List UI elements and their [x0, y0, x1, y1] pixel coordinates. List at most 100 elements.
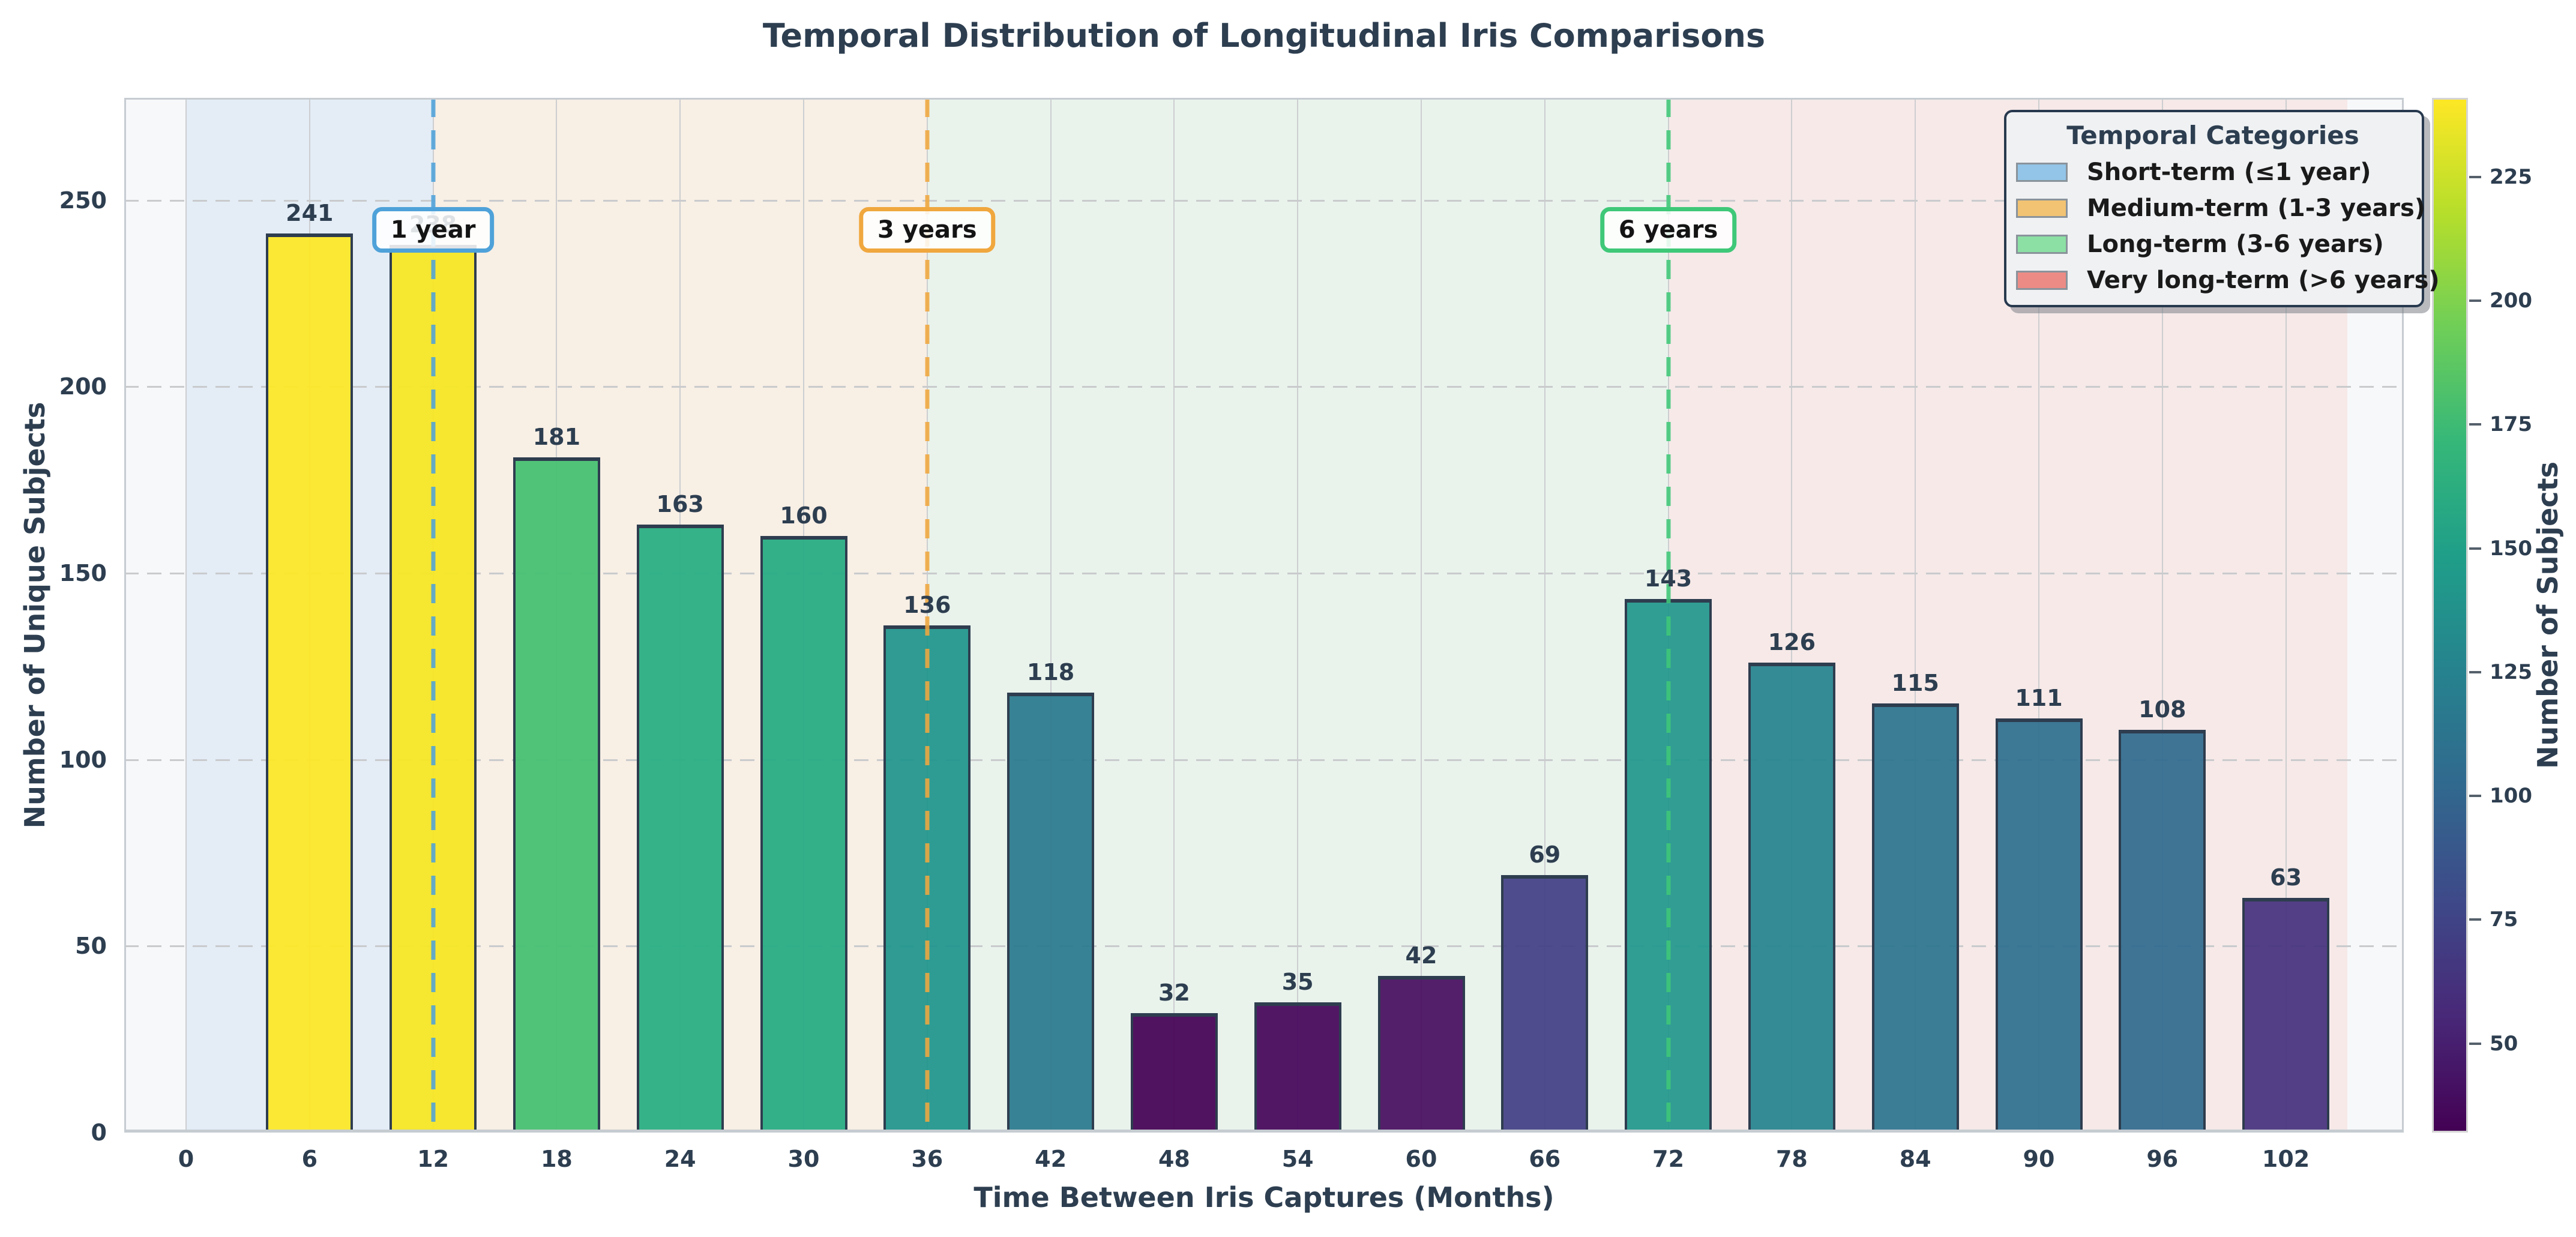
year-annotation: 1 year [372, 207, 495, 253]
bar-value-label: 143 [1644, 565, 1693, 592]
colorbar-tick-label: 200 [2490, 289, 2532, 313]
bar-value-label: 63 [2270, 864, 2302, 891]
legend-item: Very long-term (>6 years) [2016, 266, 2440, 294]
bar [1130, 1013, 1218, 1133]
y-tick-label: 250 [59, 187, 107, 214]
bar [2119, 729, 2206, 1133]
bar-fill [762, 539, 845, 1133]
bar-fill [2245, 901, 2328, 1133]
bar-fill [268, 237, 351, 1133]
legend-item: Short-term (≤1 year) [2016, 158, 2410, 186]
y-tick-label: 150 [59, 559, 107, 586]
vertical-gridline [1050, 98, 1052, 1133]
legend-swatch [2016, 163, 2068, 182]
x-tick-label: 60 [1405, 1146, 1437, 1172]
colorbar-tick-mark [2469, 670, 2481, 673]
colorbar-tick-label: 50 [2490, 1031, 2518, 1056]
bar [1871, 703, 1959, 1133]
x-tick-label: 36 [911, 1146, 943, 1172]
horizontal-gridline [124, 199, 2404, 202]
y-tick-label: 50 [75, 933, 107, 960]
vertical-gridline [1544, 98, 1545, 1133]
legend-swatch [2016, 271, 2068, 290]
colorbar-tick-label: 175 [2490, 412, 2532, 437]
colorbar-tick-mark [2469, 795, 2481, 798]
bar-fill [1997, 722, 2080, 1133]
vertical-gridline [1173, 98, 1175, 1133]
horizontal-gridline [124, 945, 2404, 948]
x-tick-label: 66 [1529, 1146, 1561, 1172]
year-marker-lines [124, 98, 2404, 1133]
colorbar-tick-mark [2469, 547, 2481, 550]
y-tick-label: 100 [59, 746, 107, 773]
colorbar-tick-mark [2469, 1042, 2481, 1045]
x-tick-label: 48 [1158, 1146, 1190, 1172]
bar-value-label: 163 [656, 491, 704, 518]
colorbar-label: Number of Subjects [2532, 461, 2564, 769]
x-tick-label: 96 [2146, 1146, 2179, 1172]
spine [124, 98, 2404, 100]
bar-value-label: 136 [903, 591, 951, 618]
x-tick-label: 72 [1652, 1146, 1685, 1172]
bar [760, 535, 847, 1133]
colorbar-tick-label: 100 [2490, 784, 2532, 808]
bar-value-label: 118 [1026, 658, 1075, 685]
x-tick-label: 24 [664, 1146, 696, 1172]
year-marker-line [431, 98, 436, 1133]
vertical-gridline [1791, 98, 1793, 1133]
chart-title: Temporal Distribution of Longitudinal Ir… [762, 17, 1766, 55]
legend-item-label: Very long-term (>6 years) [2087, 266, 2440, 294]
x-tick-label: 84 [1899, 1146, 1931, 1172]
vertical-gridline [2161, 98, 2163, 1133]
bar-value-label: 111 [2015, 685, 2063, 712]
colorbar-tick-mark [2469, 423, 2481, 426]
colorbar-tick-label: 225 [2490, 164, 2532, 189]
colorbar-tick-mark [2469, 918, 2481, 921]
legend-item-label: Medium-term (1-3 years) [2087, 194, 2426, 222]
bar-fill [1874, 707, 1957, 1133]
x-tick-label: 0 [178, 1146, 194, 1172]
vertical-gridline [2285, 98, 2287, 1133]
bar-value-label: 35 [1281, 968, 1314, 995]
colorbar-tick-label: 150 [2490, 536, 2532, 561]
bar-fill [1256, 1005, 1339, 1133]
year-annotations: 1 year 3 years 6 years [124, 98, 2404, 1133]
bar [1377, 976, 1465, 1133]
x-tick-label: 90 [2023, 1146, 2055, 1172]
spine [124, 98, 126, 1133]
bar-value-label: 126 [1768, 629, 1816, 656]
legend-swatch [2016, 199, 2068, 218]
bar-value-label: 241 [286, 200, 334, 227]
vertical-gridline [2038, 98, 2039, 1133]
bar-value-label: 115 [1891, 670, 1939, 697]
bar-value-label: 42 [1405, 942, 1437, 969]
x-tick-label: 30 [787, 1146, 820, 1172]
bar-value-label: 181 [532, 424, 581, 451]
vertical-gridline [1297, 98, 1299, 1133]
legend-title: Temporal Categories [2066, 121, 2359, 150]
bar-fill [639, 528, 721, 1133]
colorbar-tick-mark [2469, 175, 2481, 178]
x-axis-label: Time Between Iris Captures (Months) [974, 1181, 1554, 1214]
colorbar-tick-label: 75 [2490, 907, 2518, 932]
bar [1254, 1002, 1341, 1133]
axes-spines [124, 98, 2404, 1133]
bar-fill [515, 461, 598, 1133]
bar [1995, 718, 2083, 1133]
y-axis-label: Number of Unique Subjects [19, 402, 51, 829]
vertical-gridline [185, 98, 187, 1133]
bar-fill [1503, 879, 1586, 1133]
spine [124, 1130, 2404, 1133]
legend-item-label: Short-term (≤1 year) [2087, 158, 2371, 186]
bar [2242, 897, 2330, 1133]
bar-value-label: 160 [780, 502, 828, 529]
horizontal-gridline [124, 759, 2404, 761]
y-tick-label: 0 [91, 1119, 107, 1146]
bar [636, 525, 724, 1133]
colorbar [2432, 98, 2468, 1133]
bar [266, 233, 354, 1133]
bar [1501, 875, 1589, 1133]
year-marker-line [1666, 98, 1671, 1133]
bar [1748, 663, 1835, 1133]
vertical-gridline [1915, 98, 1916, 1133]
